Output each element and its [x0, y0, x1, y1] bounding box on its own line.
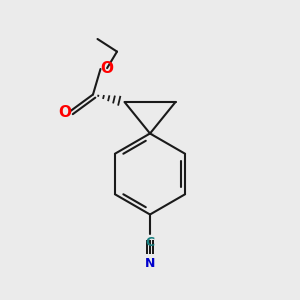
- Text: O: O: [58, 105, 72, 120]
- Text: N: N: [145, 257, 155, 270]
- Text: O: O: [100, 61, 114, 76]
- Text: C: C: [146, 236, 154, 249]
